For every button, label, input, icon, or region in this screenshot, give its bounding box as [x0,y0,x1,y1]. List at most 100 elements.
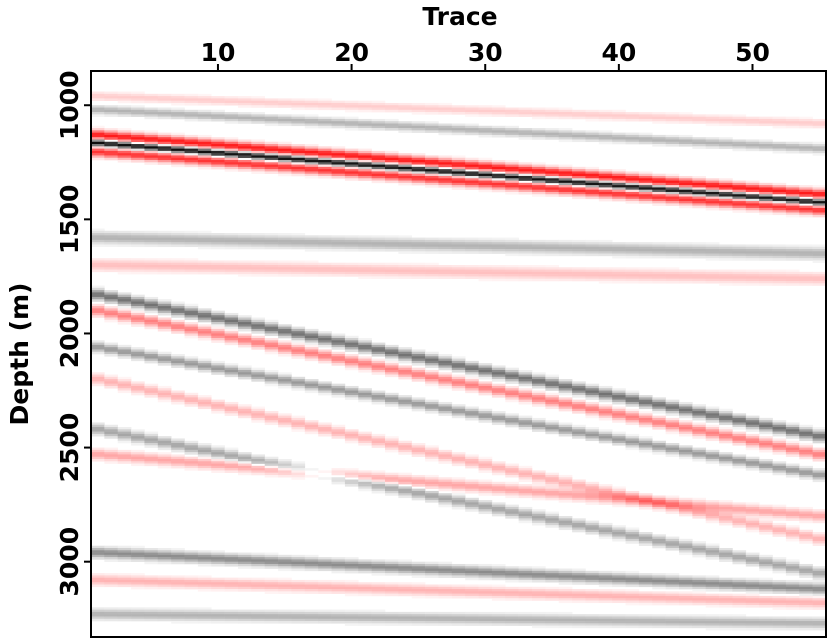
heatmap-cell [291,116,306,120]
heatmap-cell [197,395,212,398]
heatmap-cell [679,541,693,544]
heatmap-cell [719,504,733,508]
heatmap-cell [665,573,680,576]
heatmap-cell [251,264,266,268]
heatmap-cell [224,454,239,457]
heatmap-cell [291,335,306,339]
heatmap-cell [692,616,707,620]
heatmap-cell [679,586,693,590]
heatmap-cell [264,235,279,238]
heatmap-cell [278,561,292,565]
heatmap-cell [625,397,640,400]
heatmap-cell [572,171,586,174]
heatmap-cell [331,479,346,483]
heatmap-cell [184,440,199,444]
heatmap-cell [131,312,145,316]
heatmap-cell [612,527,626,531]
heatmap-cell [251,415,266,419]
heatmap-cell [264,420,279,423]
heatmap-cell [612,182,626,186]
heatmap-cell [612,253,626,257]
heatmap-cell [719,411,733,414]
heatmap-cell [411,267,426,270]
heatmap-cell [585,411,600,414]
heatmap-cell [157,148,172,152]
heatmap-cell [318,249,332,252]
heatmap-cell [759,201,773,204]
heatmap-cell [679,593,693,597]
heatmap-cell [211,160,225,163]
heatmap-cell [171,242,185,245]
heatmap-cell [505,239,519,243]
heatmap-cell [518,513,533,517]
heatmap-cell [465,242,479,245]
heatmap-cell [532,246,546,250]
heatmap-cell [371,363,386,366]
heatmap-cell [665,538,680,542]
heatmap-cell [759,429,773,432]
heatmap-cell [665,251,680,254]
heatmap-cell [144,547,159,551]
heatmap-cell [598,244,613,248]
heatmap-cell [91,144,105,147]
heatmap-cell [518,246,533,250]
heatmap-cell [759,438,773,442]
heatmap-cell [491,267,506,270]
heatmap-cell [425,274,439,277]
heatmap-cell [385,102,399,106]
heatmap-cell [532,242,546,245]
heatmap-cell [251,408,266,412]
heatmap-cell [692,249,707,252]
heatmap-cell [665,413,680,416]
heatmap-cell [211,340,225,343]
heatmap-cell [545,271,560,275]
heatmap-cell [104,96,119,99]
heatmap-cell [598,433,613,437]
heatmap-cell [104,611,119,615]
heatmap-cell [425,383,439,387]
heatmap-cell [719,244,733,248]
heatmap-cell [518,623,533,626]
heatmap-cell [505,180,519,184]
heatmap-cell [625,422,640,426]
heatmap-cell [772,194,787,197]
heatmap-cell [585,532,600,535]
heatmap-cell [131,324,145,327]
heatmap-cell [625,527,640,531]
heatmap-cell [692,185,707,188]
heatmap-cell [91,105,105,108]
heatmap-cell [785,559,800,562]
heatmap-cell [732,602,747,606]
heatmap-cell [732,249,747,252]
heatmap-cell [745,422,760,426]
heatmap-cell [131,440,145,444]
heatmap-cell [385,173,399,177]
heatmap-cell [131,552,145,556]
heatmap-cell [371,443,386,446]
heatmap-cell [478,593,493,597]
heatmap-cell [665,431,680,435]
heatmap-cell [505,413,519,416]
heatmap-cell [144,315,159,318]
heatmap-cell [652,406,666,410]
heatmap-cell [131,112,145,115]
heatmap-cell [264,100,279,104]
heatmap-cell [665,417,680,421]
heatmap-cell [759,189,773,193]
heatmap-cell [532,470,546,473]
heatmap-cell [157,582,172,585]
heatmap-cell [572,431,586,435]
heatmap-cell [612,408,626,412]
heatmap-cell [732,582,747,585]
heatmap-cell [184,399,199,403]
heatmap-cell [411,614,426,617]
heatmap-cell [398,481,413,485]
heatmap-cell [411,490,426,494]
heatmap-cell [91,582,105,585]
heatmap-cell [625,616,640,620]
heatmap-cell [692,602,707,606]
heatmap-cell [491,388,506,391]
heatmap-cell [612,109,626,113]
heatmap-cell [745,246,760,250]
heatmap-cell [719,427,733,430]
